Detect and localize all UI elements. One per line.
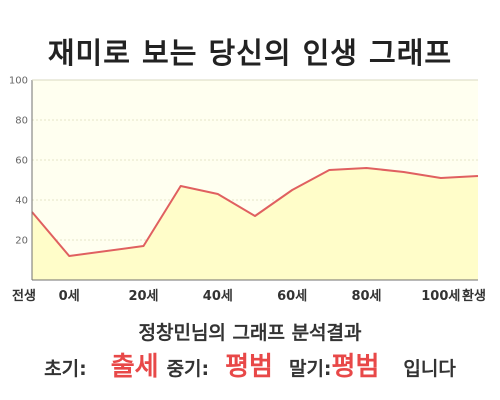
early-label: 초기:: [44, 358, 87, 380]
x-tick-2: 20세: [128, 289, 158, 304]
axes: [31, 79, 478, 281]
x-tick-1: 0세: [59, 289, 80, 304]
ending-text: 입니다: [403, 358, 456, 380]
early-value: 출세: [110, 352, 159, 382]
y-tick-80: 80: [15, 116, 28, 127]
x-tick-0: 전생: [12, 288, 36, 304]
y-tick-40: 40: [15, 196, 28, 207]
y-tick-100: 100: [9, 76, 28, 87]
analysis-heading: 정창민님의 그래프 분석결과: [138, 322, 362, 344]
area-fill: [32, 168, 478, 280]
late-label: 말기:: [288, 358, 332, 380]
y-tick-20: 20: [15, 236, 28, 247]
series-line: [31, 167, 479, 257]
middle-label: 중기:: [166, 358, 210, 380]
late-value: 평범: [331, 352, 380, 382]
analysis-result: 초기: 출세 중기: 평범 말기: 평범 입니다: [0, 346, 500, 383]
x-tick-6: 100세: [421, 289, 460, 304]
middle-value: 평범: [225, 352, 273, 382]
page-title: 재미로 보는 당신의 인생 그래프: [47, 36, 453, 70]
x-tick-4: 60세: [277, 289, 307, 304]
x-tick-3: 40세: [203, 289, 233, 304]
x-tick-labels: 전생 0세 20세 40세 60세 80세 100세 환생: [12, 288, 486, 304]
y-tick-60: 60: [15, 156, 28, 167]
x-tick-7: 환생: [462, 288, 486, 304]
y-tick-labels: 20 40 60 80 100: [9, 76, 28, 247]
x-tick-5: 80세: [351, 289, 381, 304]
